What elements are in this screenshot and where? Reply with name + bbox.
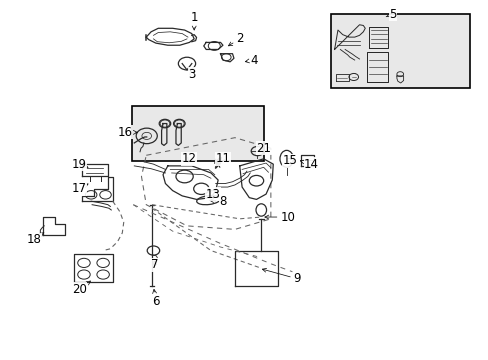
Text: 14: 14 [300,158,319,171]
Text: 2: 2 [228,32,243,46]
Text: 21: 21 [256,142,271,155]
Text: 13: 13 [205,188,221,201]
Text: 19: 19 [72,158,88,171]
Text: 15: 15 [282,154,297,167]
Text: 20: 20 [72,281,90,296]
Bar [132,106,263,161]
Text: 3: 3 [188,68,195,81]
Text: 12: 12 [182,152,197,165]
Text: 7: 7 [151,258,158,271]
Text: 9: 9 [262,268,300,285]
Text: 17: 17 [72,182,88,195]
Bar [330,14,469,88]
Text: 1: 1 [190,11,198,30]
Text: 16: 16 [117,126,137,139]
Text: 8: 8 [209,195,226,208]
Text: 11: 11 [215,152,230,165]
Text: 5: 5 [386,8,396,21]
Text: 6: 6 [152,289,159,308]
Text: 4: 4 [245,54,257,67]
Text: 18: 18 [26,233,44,247]
Text: 10: 10 [264,211,294,224]
